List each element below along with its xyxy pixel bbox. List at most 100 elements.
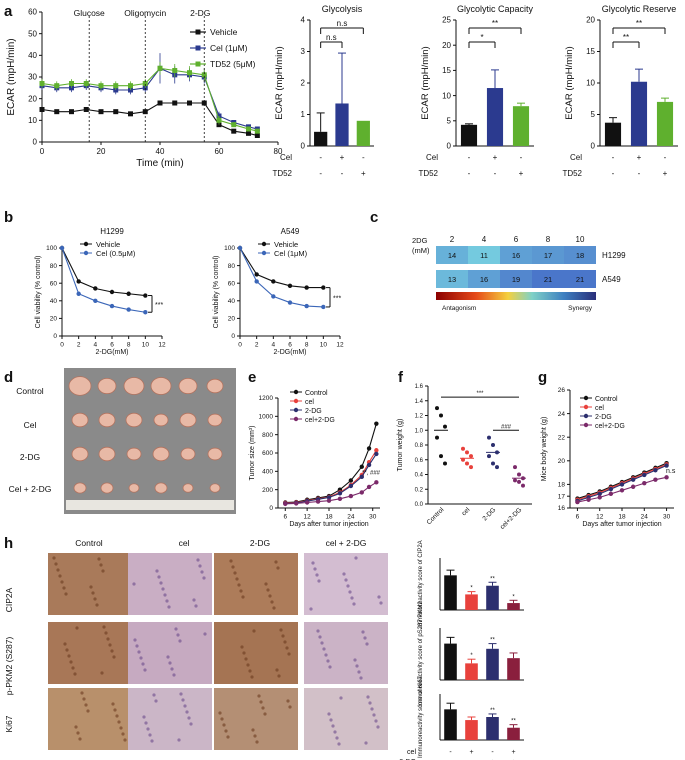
tumor-sample <box>100 482 114 494</box>
tumor-sample <box>150 377 172 395</box>
nucleus <box>276 566 280 570</box>
nucleus <box>99 563 103 567</box>
data-point <box>630 477 636 482</box>
data-point <box>495 465 499 470</box>
data-point <box>93 286 98 291</box>
y-tick-label: 20 <box>586 16 595 25</box>
nucleus <box>165 599 169 603</box>
row-value: - <box>612 153 615 162</box>
nucleus <box>315 573 319 577</box>
nucleus <box>320 641 324 645</box>
heatmap-cell <box>532 270 564 288</box>
data-point <box>374 451 379 457</box>
nucleus <box>250 675 254 679</box>
row-label-cel-2dg: Cel + 2-DG <box>9 484 52 494</box>
injection-label: 2-DG <box>190 8 210 18</box>
x-tick-label: 6 <box>576 514 580 521</box>
nucleus <box>374 719 378 723</box>
y-axis-label: Cell viability (% control) <box>35 256 42 329</box>
chart-b-a549: 0 20 40 60 80 100 0 2 4 6 8 10 12 2-DG(mM) Cell viabil… <box>213 227 344 356</box>
nucleus <box>159 581 163 585</box>
chart-a-capacity: 0 5 10 15 20 25 Glycolytic Capacity ECAR (mpH/m… <box>418 4 534 178</box>
y-axis-label: Immunoreactivity score of CIP2A <box>418 540 424 627</box>
data-point <box>517 472 521 477</box>
data-point <box>642 481 647 486</box>
nucleus <box>233 571 237 575</box>
data-point <box>294 501 299 506</box>
nucleus <box>376 725 380 729</box>
bar <box>486 88 504 146</box>
heatmap-cell <box>436 270 468 288</box>
nucleus <box>248 669 252 673</box>
legend-label: 2-DG <box>305 408 322 415</box>
nucleus <box>119 726 123 730</box>
nucleus <box>142 715 146 719</box>
heatmap-col-label: 4 <box>482 235 487 244</box>
data-point <box>597 491 602 497</box>
heatmap-row-label: A549 <box>602 275 621 284</box>
data-point <box>513 478 517 483</box>
row-value: + <box>469 749 473 756</box>
tumor-sample <box>97 377 117 395</box>
nucleus <box>143 668 147 672</box>
data-point <box>359 474 364 480</box>
x-tick-label: 24 <box>347 514 355 521</box>
chart-title: Glycolytic Capacity <box>457 4 534 14</box>
nucleus <box>275 668 279 672</box>
y-tick-label: 800 <box>262 432 273 439</box>
heatmap-value: 21 <box>544 275 552 284</box>
y-tick-label: 40 <box>28 51 37 60</box>
data-point <box>487 435 491 440</box>
series-line <box>239 247 324 289</box>
bar <box>465 594 478 610</box>
y-tick-label: 4 <box>301 16 306 25</box>
panel-letter-e: e <box>248 369 256 386</box>
legend-label: cel+2-DG <box>305 417 335 424</box>
legend-label: cel <box>305 399 314 406</box>
y-tick-label: 26 <box>558 387 566 394</box>
nucleus <box>110 649 114 653</box>
ihc-tile <box>214 553 298 615</box>
nucleus <box>137 650 141 654</box>
data-point <box>664 463 669 468</box>
nucleus <box>183 704 187 708</box>
panel-letter-d: d <box>4 369 13 386</box>
data-point <box>469 465 473 470</box>
legend-label: 2-DG <box>595 414 612 421</box>
chart-a-reserve: 0 5 10 15 20 Glycolytic Reserve ECAR (mpH/min)… <box>562 4 678 178</box>
row-label-2dg: 2-DG <box>20 452 40 462</box>
y-tick-label: 10 <box>28 116 37 125</box>
nucleus <box>170 667 174 671</box>
y-tick-label: 80 <box>228 263 236 270</box>
legend-label: Vehicle <box>96 240 120 249</box>
x-tick-label: 10 <box>142 342 150 349</box>
x-tick-label: 20 <box>97 147 106 156</box>
nucleus <box>95 603 99 607</box>
ihc-tile <box>48 553 132 615</box>
nucleus <box>54 562 58 566</box>
nucleus <box>69 660 73 664</box>
x-tick-label: 8 <box>127 342 131 349</box>
chart-h-ki67: Immunoreactivity score of Ki67 ** ** cel - + -… <box>399 675 524 760</box>
nucleus <box>93 597 97 601</box>
nucleus <box>97 557 101 561</box>
panel-letter-b: b <box>4 209 13 226</box>
series-line <box>239 247 324 308</box>
tumor-sample <box>152 446 170 462</box>
tumor-sample <box>179 412 197 428</box>
data-point <box>374 421 379 426</box>
data-point <box>487 454 491 459</box>
bar <box>465 720 478 740</box>
x-tick-label: 0 <box>40 147 45 156</box>
x-tick-label: 2-DG <box>481 506 497 522</box>
nucleus <box>279 628 283 632</box>
data-point <box>187 100 192 106</box>
y-tick-label: 18 <box>558 482 566 489</box>
y-tick-label: 0 <box>301 142 306 151</box>
data-point <box>491 443 495 447</box>
nucleus <box>67 654 71 658</box>
data-point <box>461 446 465 451</box>
x-tick-label: 18 <box>325 514 333 521</box>
data-point <box>337 491 343 496</box>
